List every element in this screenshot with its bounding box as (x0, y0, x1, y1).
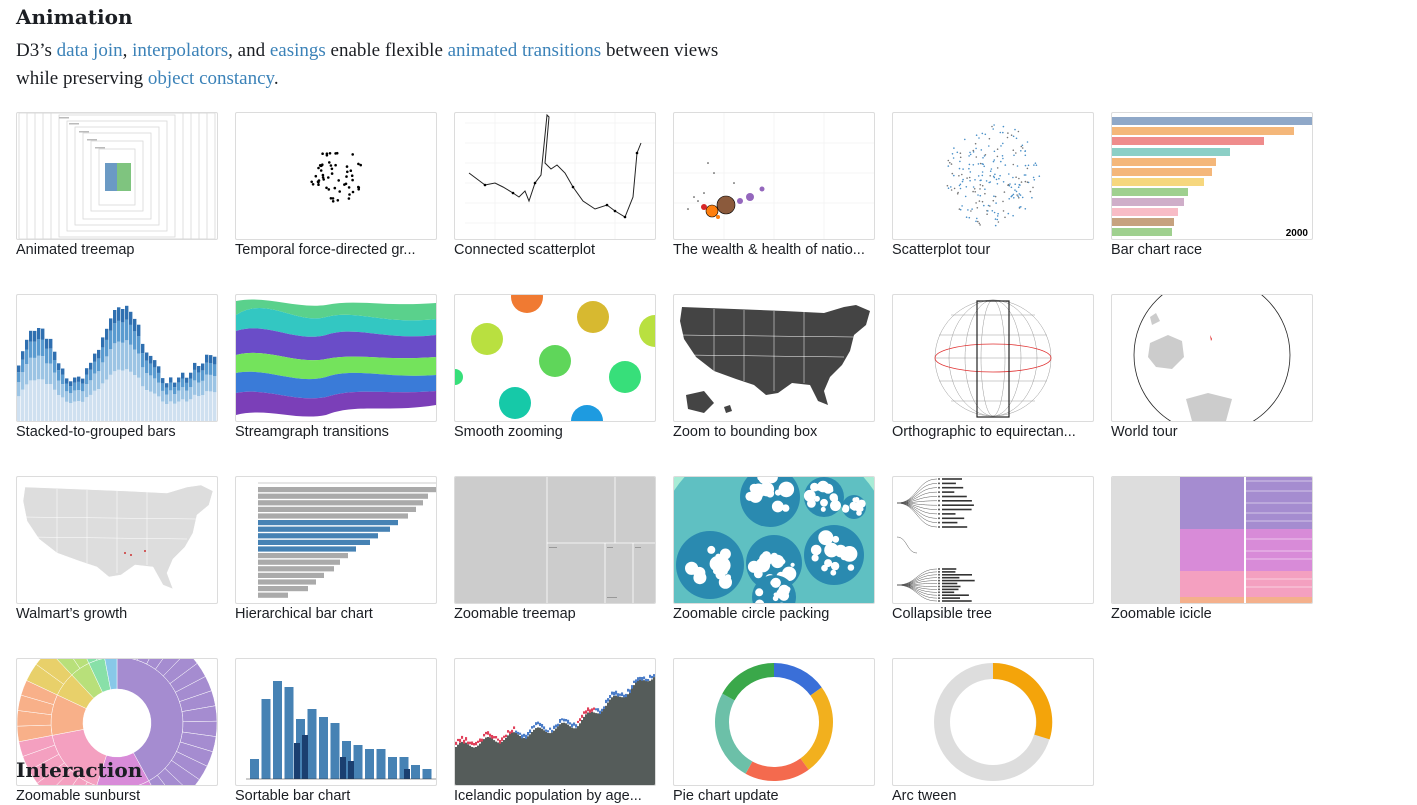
globe-thumbnail (1111, 294, 1313, 422)
data-join-link[interactable]: data join (57, 40, 123, 61)
card-title: Orthographic to equirectan... (892, 423, 1092, 441)
population-thumbnail (454, 658, 656, 786)
example-grid: Animated treemap Temporal force-directed… (16, 112, 1313, 805)
lead-text: enable flexible (326, 40, 448, 61)
lead-text: , (123, 40, 133, 61)
card-title: World tour (1111, 423, 1311, 441)
hbar-thumbnail (235, 476, 437, 604)
card-title: Zoomable circle packing (673, 605, 873, 623)
card-orthographic[interactable]: Orthographic to equirectan... (892, 294, 1094, 441)
card-title: Pie chart update (673, 787, 873, 805)
object-constancy-link[interactable]: object constancy (148, 68, 274, 89)
stacked-bars-thumbnail (16, 294, 218, 422)
card-title: Zoom to bounding box (673, 423, 873, 441)
icicle-thumbnail (1111, 476, 1313, 604)
card-title: Temporal force-directed gr... (235, 241, 435, 259)
next-section-title: Interaction (16, 758, 142, 782)
lead-text: D3’s (16, 40, 57, 61)
connected-scatter-thumbnail (454, 112, 656, 240)
card-wealth-health[interactable]: The wealth & health of natio... (673, 112, 875, 259)
bubble-chart-thumbnail (673, 112, 875, 240)
card-animated-treemap[interactable]: Animated treemap (16, 112, 218, 259)
card-connected-scatterplot[interactable]: Connected scatterplot (454, 112, 656, 259)
card-circle-packing[interactable]: Zoomable circle packing (673, 476, 875, 623)
section-title: Animation (16, 5, 133, 29)
card-title: Zoomable icicle (1111, 605, 1311, 623)
donut-thumbnail (673, 658, 875, 786)
interpolators-link[interactable]: interpolators (132, 40, 228, 61)
card-hierarchical-bar[interactable]: Hierarchical bar chart (235, 476, 437, 623)
circle-pack-thumbnail (673, 476, 875, 604)
lead-text: . (274, 68, 279, 89)
card-temporal-force-directed[interactable]: Temporal force-directed gr... (235, 112, 437, 259)
card-smooth-zooming[interactable]: Smooth zooming (454, 294, 656, 441)
gray-treemap-thumbnail (454, 476, 656, 604)
card-title: Arc tween (892, 787, 1092, 805)
card-title: Sortable bar chart (235, 787, 435, 805)
card-arc-tween[interactable]: Arc tween (892, 658, 1094, 805)
card-title: Walmart’s growth (16, 605, 216, 623)
card-walmart-growth[interactable]: Walmart’s growth (16, 476, 218, 623)
card-sortable-bar[interactable]: Sortable bar chart (235, 658, 437, 805)
scatter-thumbnail (892, 112, 1094, 240)
card-title: Hierarchical bar chart (235, 605, 435, 623)
card-zoomable-sunburst[interactable]: Zoomable sunburst (16, 658, 218, 805)
easings-link[interactable]: easings (270, 40, 326, 61)
card-title: Icelandic population by age... (454, 787, 654, 805)
arc-thumbnail (892, 658, 1094, 786)
card-title: Scatterplot tour (892, 241, 1092, 259)
card-scatterplot-tour[interactable]: Scatterplot tour (892, 112, 1094, 259)
us-map-light-thumbnail (16, 476, 218, 604)
streamgraph-thumbnail (235, 294, 437, 422)
card-title: Collapsible tree (892, 605, 1092, 623)
us-map-thumbnail (673, 294, 875, 422)
vbar-thumbnail (235, 658, 437, 786)
circles-thumbnail (454, 294, 656, 422)
card-title: The wealth & health of natio... (673, 241, 873, 259)
card-bar-chart-race[interactable]: 2000 Bar chart race (1111, 112, 1313, 259)
card-title: Connected scatterplot (454, 241, 654, 259)
bar-race-year: 2000 (1286, 228, 1309, 239)
card-title: Zoomable treemap (454, 605, 654, 623)
card-icelandic-population[interactable]: Icelandic population by age... (454, 658, 656, 805)
card-collapsible-tree[interactable]: Collapsible tree (892, 476, 1094, 623)
card-title: Stacked-to-grouped bars (16, 423, 216, 441)
card-pie-chart-update[interactable]: Pie chart update (673, 658, 875, 805)
card-streamgraph[interactable]: Streamgraph transitions (235, 294, 437, 441)
force-graph-thumbnail (235, 112, 437, 240)
card-title: Streamgraph transitions (235, 423, 435, 441)
globe-grid-thumbnail (892, 294, 1094, 422)
card-zoom-bounding-box[interactable]: Zoom to bounding box (673, 294, 875, 441)
card-title: Smooth zooming (454, 423, 654, 441)
card-zoomable-icicle[interactable]: Zoomable icicle (1111, 476, 1313, 623)
lead-text: , and (228, 40, 270, 61)
treemap-thumbnail (16, 112, 218, 240)
animated-transitions-link[interactable]: animated transitions (448, 40, 602, 61)
card-title: Bar chart race (1111, 241, 1311, 259)
card-stacked-grouped-bars[interactable]: Stacked-to-grouped bars (16, 294, 218, 441)
card-world-tour[interactable]: World tour (1111, 294, 1313, 441)
card-zoomable-treemap[interactable]: Zoomable treemap (454, 476, 656, 623)
card-title: Zoomable sunburst (16, 787, 216, 805)
tree-thumbnail (892, 476, 1094, 604)
bar-race-thumbnail: 2000 (1111, 112, 1313, 240)
card-title: Animated treemap (16, 241, 216, 259)
section-description: D3’s data join, interpolators, and easin… (16, 37, 736, 93)
